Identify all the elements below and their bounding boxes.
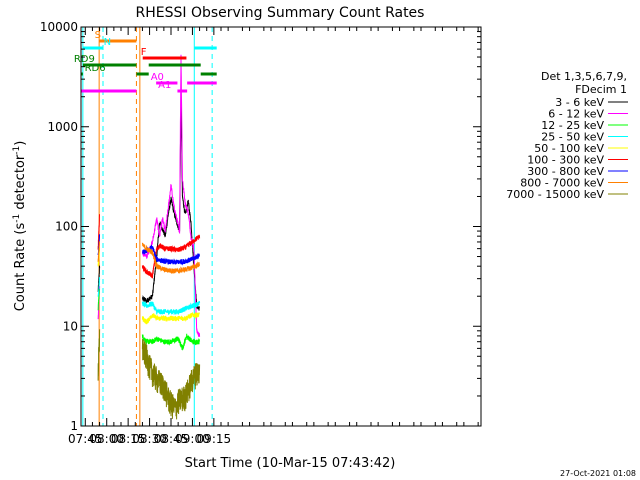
chart-title: RHESSI Observing Summary Count Rates [136, 5, 425, 21]
legend-label-7: 800 - 7000 keV [520, 177, 604, 190]
series-5-segment-1 [97, 214, 101, 250]
y-tick-label-1: 1 [70, 419, 78, 433]
x-tick-label-0845: 08:45 [154, 432, 189, 446]
x-tick-label-0800: 08:00 [89, 432, 124, 446]
flag-label-s: S [95, 30, 101, 41]
legend-label-0: 3 - 6 keV [555, 96, 604, 109]
y-tick-label-10: 10 [63, 319, 78, 333]
y-tick-label-100: 100 [55, 220, 78, 234]
series-3-segment-2 [141, 300, 201, 316]
x-axis-label: Start Time (10-Mar-15 07:43:42) [185, 456, 396, 471]
series-8-segment-1 [97, 329, 101, 381]
y-axis-label: Count Rate (s-1 detector-1) [12, 141, 28, 312]
series-1-segment-2 [141, 54, 201, 337]
series-7-segment-2 [141, 242, 201, 275]
series-2-segment-1 [97, 288, 101, 311]
x-tick-label-0745: 07:45 [68, 432, 103, 446]
series-0-segment-1 [97, 265, 101, 292]
flag-label-f: F [141, 47, 147, 58]
flag-label-rd9: RD9 [74, 54, 95, 65]
y-axis-label-sup2: -1 [12, 146, 22, 155]
flag-label-rd6: RD6 [85, 63, 106, 74]
y-axis-label-part1: Count Rate (s [13, 223, 28, 312]
x-tick-label-0815: 08:15 [111, 432, 146, 446]
series-2-segment-2 [141, 333, 201, 351]
x-tick-label-0915: 09:15 [197, 432, 232, 446]
legend-label-6: 300 - 800 keV [527, 165, 604, 178]
x-tick-label-0830: 08:30 [132, 432, 167, 446]
series-8-segment-2 [141, 338, 201, 420]
flag-label-n: N [104, 37, 111, 48]
legend-label-4: 50 - 100 keV [534, 142, 604, 155]
flag-label-a0: A0 [151, 72, 164, 83]
series-7-segment-1 [97, 241, 101, 262]
series-6-segment-2 [141, 244, 201, 266]
series-3-segment-1 [97, 277, 101, 297]
series-0-segment-2 [141, 94, 201, 311]
legend-label-1: 6 - 12 keV [548, 108, 604, 121]
footer-date: 27-Oct-2021 01:08 [560, 469, 636, 478]
axes: 1 10 100 1000 10000 07:4508:0008:1508:3008:45… [40, 20, 481, 446]
y-axis-label-sup1: -1 [12, 214, 22, 223]
y-tick-label-1000: 1000 [47, 120, 78, 134]
legend-label-3: 25 - 50 keV [541, 131, 604, 144]
legend-label-5: 100 - 300 keV [527, 154, 604, 167]
y-axis-label-part2: detector [13, 154, 28, 214]
legend-header-line2: FDecim 1 [575, 83, 627, 96]
series-4-segment-2 [141, 312, 200, 325]
y-axis-label-part3: ) [13, 141, 28, 146]
legend-label-8: 7000 - 15000 keV [506, 188, 604, 201]
y-tick-label-10000: 10000 [40, 20, 78, 34]
legend-header-line1: Det 1,3,5,6,7,9, [541, 70, 627, 83]
series-5-segment-2 [141, 234, 201, 279]
x-tick-label-0900: 09:00 [175, 432, 210, 446]
flag-label-a1: A1 [158, 80, 171, 91]
legend-label-2: 12 - 25 keV [541, 119, 604, 132]
